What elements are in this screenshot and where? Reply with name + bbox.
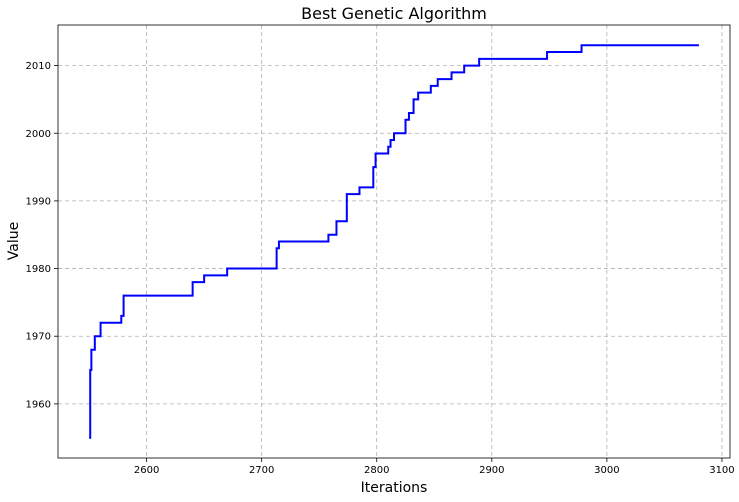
y-tick-label: 1990 xyxy=(26,196,51,207)
x-tick-label: 3000 xyxy=(594,465,619,476)
chart-title: Best Genetic Algorithm xyxy=(301,4,487,23)
plot-frame xyxy=(57,24,731,459)
series-layer xyxy=(89,44,699,439)
x-tick-label: 2600 xyxy=(134,465,159,476)
y-tick-label: 2010 xyxy=(26,61,51,72)
y-tick-label: 2000 xyxy=(26,129,51,140)
x-tick-label: 2800 xyxy=(364,465,389,476)
y-tick-label: 1970 xyxy=(26,332,51,343)
x-axis-ticks: 2600 2700 2800 2900 3000 3100 xyxy=(134,458,735,476)
grid xyxy=(58,25,730,458)
x-axis-label: Iterations xyxy=(361,480,428,496)
series-line xyxy=(89,44,699,439)
y-axis-label: Value xyxy=(6,222,22,260)
y-tick-label: 1980 xyxy=(26,264,51,275)
y-tick-label: 1960 xyxy=(26,399,51,410)
y-axis-ticks: 1960 1970 1980 1990 2000 2010 xyxy=(26,61,58,410)
x-tick-label: 3100 xyxy=(709,465,734,476)
x-tick-label: 2900 xyxy=(479,465,504,476)
x-tick-label: 2700 xyxy=(249,465,274,476)
